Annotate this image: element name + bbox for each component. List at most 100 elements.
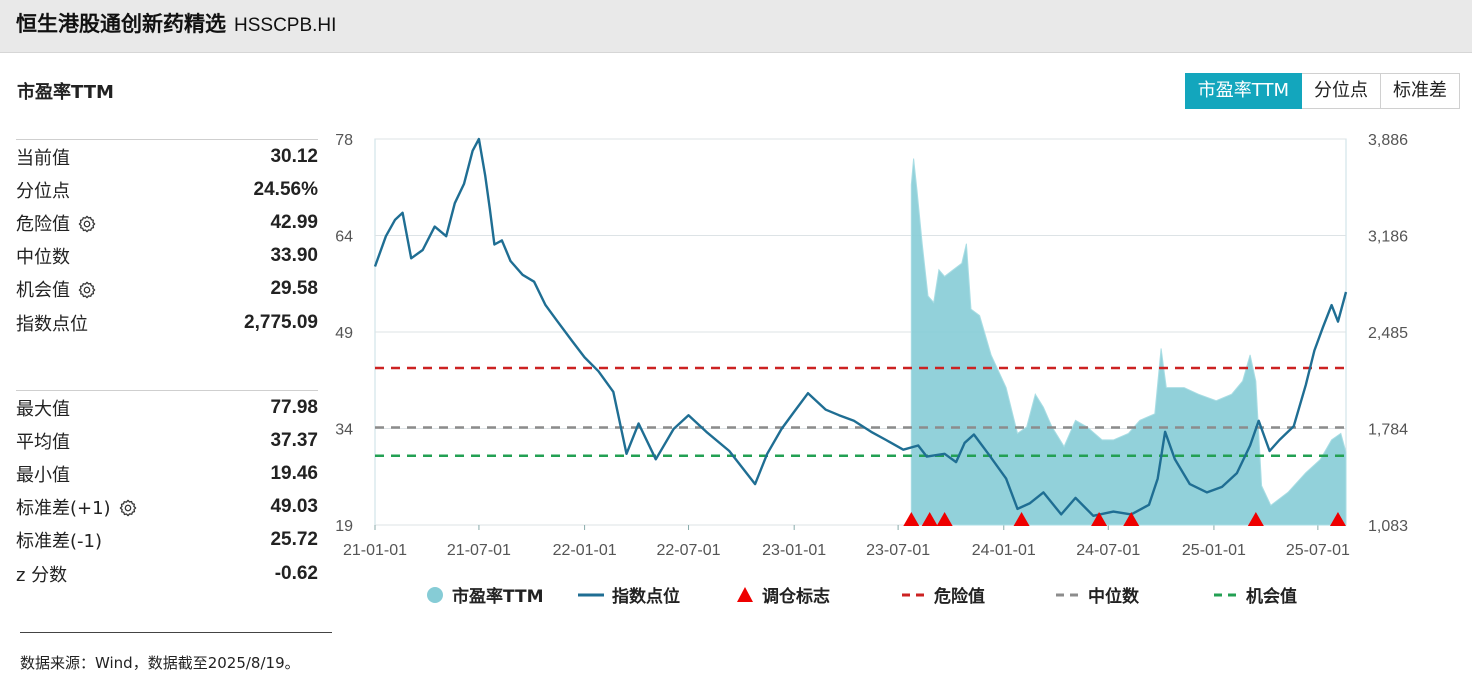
y-left-tick-label: 64 [335, 229, 353, 246]
stat-row: 标准差(-1) 25.72 [16, 524, 318, 557]
stat-label-text: 标准差(-1) [16, 531, 102, 553]
legend-danger[interactable]: 危险值 [902, 582, 985, 607]
stat-label: 最大值 [16, 395, 70, 421]
stat-label-text: 当前值 [16, 147, 70, 169]
chart-svg: 78 3,886 64 3,186 49 2,485 34 1,784 19 1,083 21-01… [335, 132, 1408, 559]
x-tick-label: 23-01-01 [762, 542, 826, 559]
legend-danger-dash-icon [902, 593, 926, 596]
page-title: 恒生港股通创新药精选 HSSCPB.HI [16, 8, 336, 38]
signal-marker [1123, 512, 1140, 526]
stat-row: 最小值 19.46 [16, 457, 318, 490]
stat-value: 33.90 [270, 245, 318, 267]
stat-label-text: 分位点 [16, 180, 70, 202]
stat-label: 指数点位 [16, 310, 88, 336]
x-tick-label: 21-01-01 [343, 542, 407, 559]
legend-signal-triangle-icon [737, 586, 753, 602]
legend-signal-label: 调仓标志 [762, 587, 830, 607]
legend-median-label: 中位数 [1088, 587, 1139, 607]
x-tick-label: 22-07-01 [656, 542, 720, 559]
pe-chart: 78 3,886 64 3,186 49 2,485 34 1,784 19 1,083 21-01… [0, 120, 1472, 560]
y-right-tick-label: 1,784 [1368, 422, 1408, 439]
y-right-tick-label: 1,083 [1368, 518, 1408, 535]
legend-index-line-icon [578, 593, 604, 596]
pe-area [910, 158, 1347, 526]
gear-icon[interactable] [119, 499, 137, 517]
footer-divider [20, 632, 332, 633]
stat-label: 中位数 [16, 243, 70, 269]
stat-label: 标准差(+1) [16, 494, 137, 520]
y-left-tick-label: 49 [335, 325, 353, 342]
gear-icon[interactable] [78, 215, 96, 233]
stat-value: 49.03 [270, 496, 318, 518]
section-title: 市盈率TTM [17, 82, 114, 103]
x-tick-label: 22-01-01 [553, 542, 617, 559]
x-tick-label: 24-01-01 [972, 542, 1036, 559]
index-code: HSSCPB.HI [234, 15, 337, 36]
stat-row: 标准差(+1) 49.03 [16, 491, 318, 524]
x-tick-label: 23-07-01 [866, 542, 930, 559]
signal-marker [921, 512, 938, 526]
stat-label: 机会值 [16, 276, 96, 302]
x-tick-label: 21-07-01 [447, 542, 511, 559]
stat-value: 29.58 [270, 278, 318, 300]
legend-pe[interactable]: 市盈率TTM [426, 582, 544, 607]
x-tick-label: 25-01-01 [1182, 542, 1246, 559]
x-tick-label: 24-07-01 [1076, 542, 1140, 559]
y-right-tick-label: 3,186 [1368, 229, 1408, 246]
stat-label: z 分数 [16, 561, 67, 587]
legend-median[interactable]: 中位数 [1056, 582, 1139, 607]
stat-row: 机会值 29.58 [16, 273, 318, 306]
stat-value: 37.37 [270, 429, 318, 451]
stat-row: 最大值 77.98 [16, 391, 318, 424]
stat-value: 30.12 [270, 145, 318, 167]
legend-opportunity-label: 机会值 [1246, 587, 1297, 607]
stat-value: 2,775.09 [244, 311, 318, 333]
stat-row: 指数点位 2,775.09 [16, 306, 318, 339]
legend-danger-label: 危险值 [934, 587, 985, 607]
stat-label-text: 指数点位 [16, 313, 88, 335]
chart-legend: 市盈率TTM 指数点位 调仓标志 危险值 中位数 机会值 [0, 582, 1472, 612]
index-name: 恒生港股通创新药精选 [16, 12, 226, 36]
signal-marker [1091, 512, 1108, 526]
stat-label-text: 最大值 [16, 398, 70, 420]
y-right-tick-label: 3,886 [1368, 132, 1408, 149]
stat-label-text: 标准差(+1) [16, 498, 111, 520]
legend-index-label: 指数点位 [612, 587, 680, 607]
legend-opportunity-dash-icon [1214, 593, 1238, 596]
legend-pe-label: 市盈率TTM [452, 587, 544, 607]
legend-index[interactable]: 指数点位 [578, 582, 680, 607]
stat-value: 25.72 [270, 529, 318, 551]
stat-label-text: 机会值 [16, 280, 70, 302]
tab-pe-ttm[interactable]: 市盈率TTM [1184, 73, 1302, 109]
stat-label-text: 最小值 [16, 464, 70, 486]
stat-label: 最小值 [16, 461, 70, 487]
stat-value: 42.99 [270, 211, 318, 233]
y-right-tick-label: 2,485 [1368, 325, 1408, 342]
legend-signal[interactable]: 调仓标志 [736, 582, 830, 607]
y-left-tick-label: 78 [335, 132, 353, 149]
stat-row: 危险值 42.99 [16, 206, 318, 239]
stat-value: 19.46 [270, 462, 318, 484]
stat-label: 当前值 [16, 144, 70, 170]
stat-row: z 分数 -0.62 [16, 557, 318, 590]
stat-row: 平均值 37.37 [16, 424, 318, 457]
legend-pe-dot-icon [427, 586, 443, 603]
stat-row: 分位点 24.56% [16, 173, 318, 206]
stat-label: 平均值 [16, 428, 70, 454]
tab-percentile[interactable]: 分位点 [1302, 73, 1381, 109]
y-left-tick-label: 19 [335, 518, 353, 535]
title-bar: 恒生港股通创新药精选 HSSCPB.HI [0, 0, 1472, 53]
stat-label: 标准差(-1) [16, 527, 102, 553]
gear-icon[interactable] [78, 281, 96, 299]
legend-median-dash-icon [1056, 593, 1080, 596]
index-line [373, 137, 1348, 517]
legend-opportunity[interactable]: 机会值 [1214, 582, 1297, 607]
signal-marker [903, 512, 920, 526]
signal-marker [1329, 512, 1346, 526]
stat-label-text: 平均值 [16, 431, 70, 453]
stat-label-text: 危险值 [16, 213, 70, 235]
tab-std-dev[interactable]: 标准差 [1381, 73, 1460, 109]
stat-row: 中位数 33.90 [16, 240, 318, 273]
signal-marker [936, 512, 953, 526]
stats-summary-panel: 最大值 77.98 平均值 37.37 最小值 19.46 标准差(+1) 49.03 标准差(… [16, 390, 318, 590]
